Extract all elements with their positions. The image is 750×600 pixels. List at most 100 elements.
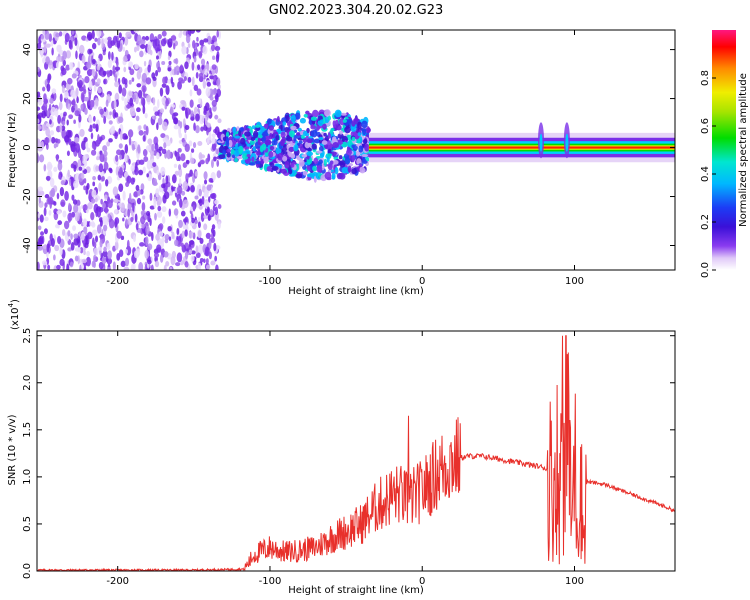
spectrogram-transition-blob [268,132,273,140]
spectrogram-transition-blob [310,129,318,138]
spectrogram-transition-blob [305,110,310,115]
spectrogram-noise-blob [190,116,195,121]
spectrogram-noise-blob [146,173,149,178]
spectrogram-noise-blob [124,143,129,154]
spectrogram-noise-blob [113,198,119,204]
spectrogram-noise-blob [65,64,71,71]
spectrogram-noise-blob [90,149,97,156]
spectrogram-noise-blob [114,66,121,71]
spectrogram-transition-blob [268,125,275,131]
spectrogram-noise-blob [115,154,119,162]
spectrogram-noise-blob [103,79,106,85]
spectrogram-noise-blob [51,47,54,56]
spectrogram-transition-blob [288,130,295,138]
spectrogram-noise-blob [90,211,95,221]
spectrogram-noise-blob [183,76,187,82]
spectrogram-transition-blob [338,155,343,160]
spectrogram-noise-blob [213,156,217,162]
spectrogram-noise-blob [154,212,157,221]
spectrogram-noise-blob [114,217,120,225]
spectrogram-noise-blob [66,119,69,126]
spectrogram-noise-blob [136,107,141,113]
spectrogram-ytick-label: -40 [22,237,33,253]
spectrogram-noise-blob [63,111,67,117]
spectrogram-noise-blob [149,192,153,201]
spectrogram-noise-blob [61,67,67,76]
spectrogram-noise-blob [166,149,171,160]
spectrogram-transition-blob [348,139,352,146]
spectrogram-noise-blob [85,256,91,267]
spectrogram-noise-blob [154,111,159,116]
spectrogram-noise-blob [152,97,156,106]
spectrogram-noise-blob [196,36,199,42]
spectrogram-noise-blob [73,180,79,189]
spectrogram-noise-blob [50,187,56,198]
spectrogram-noise-blob [181,230,185,239]
spectrogram-noise-blob [114,132,118,140]
spectrogram-noise-blob [93,254,96,264]
spectrogram-noise-blob [165,85,170,96]
spectrogram-noise-blob [167,67,172,72]
spectrogram-noise-blob [107,39,113,49]
spectrogram-noise-blob [176,185,183,195]
spectrogram-noise-blob [151,143,155,152]
spectrogram-noise-blob [88,128,93,133]
spectrogram-noise-blob [149,205,155,210]
spectrogram-noise-blob [56,154,59,162]
spectrogram-noise-blob [83,250,86,256]
spectrogram-noise-blob [59,93,63,103]
snr-multiplier: (x104) [7,299,21,330]
spectrogram-noise-blob [68,202,71,211]
spectrogram-noise-blob [217,221,221,230]
spectrogram-noise-blob [143,156,149,163]
spectrogram-transition-blob [311,143,317,150]
spectrogram-transition-blob [268,150,274,158]
spectrogram-noise-blob [193,84,199,92]
spectrogram-noise-blob [197,64,201,71]
spectrogram-noise-blob [124,36,129,46]
spectrogram-transition-blob [361,120,368,129]
spectrogram-noise-blob [181,106,186,111]
spectrogram-noise-blob [144,113,148,119]
spectrogram-transition-blob [282,121,287,126]
spectrogram-noise-blob [160,166,166,176]
spectrogram-noise-blob [165,261,170,267]
spectrogram-noise-blob [152,162,157,167]
spectrogram-noise-blob [161,206,167,213]
spectrogram-noise-blob [97,87,102,94]
spectrogram-noise-blob [171,174,177,184]
spectrogram-noise-blob [169,266,173,270]
spectrogram-noise-blob [205,264,211,270]
spectrogram-noise-blob [192,142,197,149]
spectrogram-transition-blob [246,143,252,147]
spectrogram-noise-blob [58,173,62,180]
spectrogram-noise-blob [211,88,218,95]
spectrogram-noise-blob [62,210,67,218]
spectrogram-noise-blob [167,38,173,48]
spectrogram-noise-blob [100,198,103,205]
snr-xlabel: Height of straight line (km) [288,585,424,596]
spectrogram-noise-blob [72,199,78,205]
spectrogram-noise-blob [103,161,109,171]
spectrogram-noise-blob [190,255,195,262]
spectrogram-noise-blob [121,95,125,101]
spectrogram-noise-blob [125,218,129,226]
spectrogram-noise-blob [98,261,104,270]
spectrogram-transition-blob [295,173,303,179]
spectrogram-noise-blob [195,252,201,259]
spectrogram-noise-blob [105,216,109,226]
spectrogram-noise-blob [74,110,80,117]
spectrogram-noise-blob [61,229,66,237]
spectrogram-noise-blob [185,107,188,117]
spectrogram-noise-blob [163,264,167,270]
spectrogram-noise-blob [79,246,84,254]
spectrogram-transition-blob [362,138,368,145]
spectrogram-noise-blob [128,61,134,68]
spectrogram-noise-blob [126,104,132,109]
spectrogram-noise-blob [199,160,205,165]
spectrogram-noise-blob [203,74,206,80]
spectrogram-noise-blob [184,133,187,141]
spectrogram-noise-blob [141,222,146,229]
spectrogram-noise-blob [42,86,46,92]
spectrogram-noise-blob [93,241,97,248]
